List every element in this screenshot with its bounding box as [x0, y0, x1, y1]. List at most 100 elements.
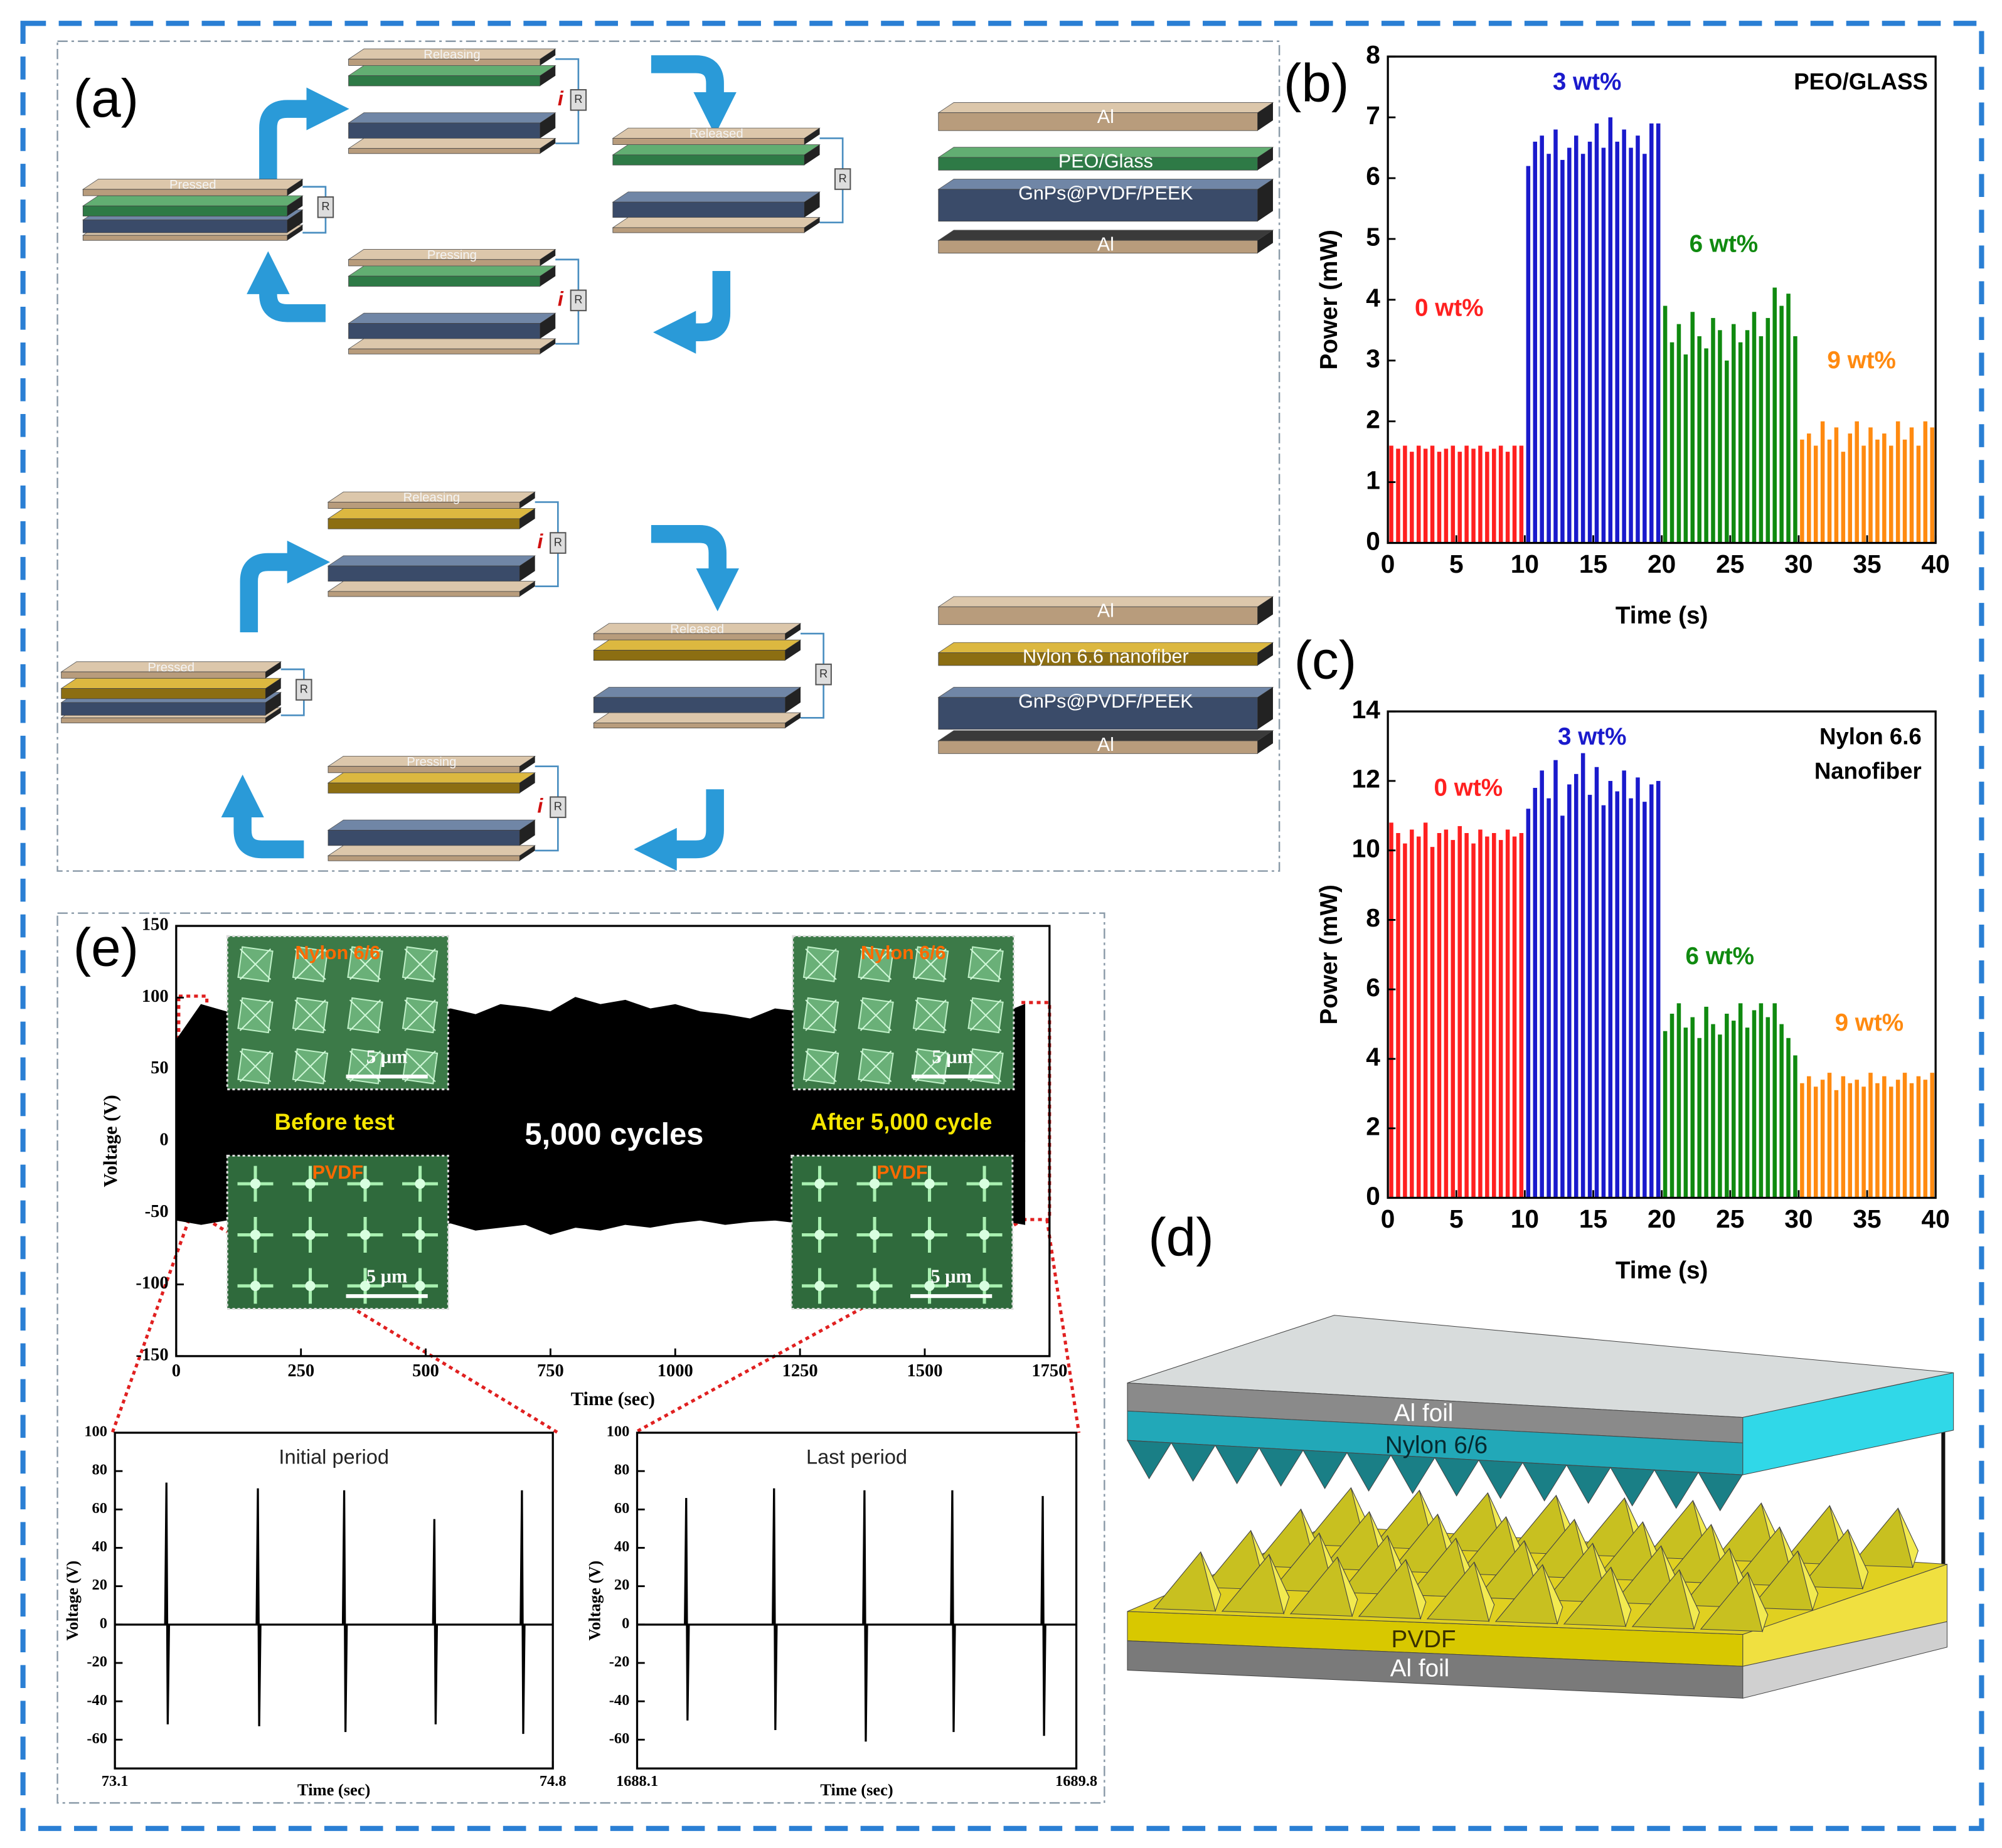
- plate-front: [612, 201, 805, 218]
- plate-side: [519, 845, 535, 861]
- resistor-label: R: [819, 667, 828, 680]
- bar: [1786, 1038, 1791, 1198]
- plate-front: [593, 650, 785, 661]
- resistor: [550, 796, 567, 819]
- y-tick-label: -60: [609, 1730, 630, 1747]
- x-tick-label: 0: [1381, 1204, 1395, 1233]
- pyramid-face: [1269, 1554, 1290, 1615]
- panel-label: (d): [1148, 1208, 1213, 1267]
- y-tick-label: 8: [1366, 903, 1380, 932]
- resistor: [296, 679, 312, 701]
- sem-image: [226, 1154, 449, 1310]
- step-label: Released: [690, 127, 743, 141]
- bar: [1615, 791, 1619, 1198]
- resistor-label: R: [839, 171, 847, 184]
- resistor-label: R: [574, 293, 582, 306]
- y-tick-label: 20: [614, 1576, 629, 1593]
- zoom-line: [1045, 1219, 1081, 1433]
- plate-side: [1257, 642, 1273, 666]
- bar: [1669, 1013, 1675, 1198]
- resistor-label: R: [574, 92, 582, 105]
- y-tick-label: 0: [1366, 1181, 1380, 1210]
- bar: [1430, 847, 1435, 1198]
- sem-feature: [869, 1280, 880, 1292]
- bar: [1629, 798, 1633, 1198]
- bar: [1834, 1090, 1839, 1198]
- plate-top: [612, 144, 821, 156]
- plate-front: [938, 112, 1258, 131]
- bar: [1485, 452, 1489, 543]
- sem-feature: [359, 1178, 371, 1189]
- scale-label: 5 μm: [366, 1266, 408, 1287]
- layer-label: Al: [1097, 233, 1114, 255]
- plate-top: [348, 65, 556, 77]
- annotation: Nylon 6.6: [1819, 724, 1922, 750]
- plate-side: [519, 820, 535, 846]
- bar: [1464, 445, 1469, 543]
- bar: [1848, 1083, 1853, 1198]
- bar: [1423, 449, 1428, 543]
- y-tick-label: 60: [92, 1500, 107, 1517]
- nylon-side: [1742, 1372, 1954, 1475]
- bar: [1759, 1003, 1764, 1198]
- sem-feature: [915, 999, 947, 1031]
- bar: [1916, 1076, 1921, 1198]
- plate-top: [612, 217, 821, 228]
- bar: [1711, 1024, 1715, 1198]
- plate-front: [593, 723, 785, 729]
- sem-feature: [860, 999, 892, 1031]
- bar: [1526, 809, 1531, 1198]
- sem-image: [791, 1154, 1014, 1310]
- x-tick-label: 1000: [658, 1361, 693, 1381]
- y-tick-label: 14: [1352, 695, 1381, 724]
- bar: [1752, 312, 1757, 543]
- scale-label: 5 μm: [366, 1046, 408, 1068]
- layer-label: Nylon 6/6: [1385, 1432, 1488, 1459]
- plate-side: [265, 692, 281, 716]
- pyramid-face: [1679, 1569, 1700, 1630]
- bar: [1526, 166, 1531, 543]
- bar: [1841, 452, 1846, 543]
- step-label: Pressing: [427, 248, 477, 262]
- series-label: 9 wt%: [1827, 347, 1896, 374]
- plate-side: [519, 581, 535, 597]
- plate-front: [82, 220, 288, 233]
- arrow: [240, 540, 331, 632]
- pyramid-face: [1847, 1529, 1868, 1590]
- inset-label: PVDF: [312, 1162, 363, 1183]
- bar: [1629, 147, 1633, 543]
- bar: [1779, 1024, 1784, 1198]
- sem-feature: [814, 1229, 825, 1240]
- tooth: [1522, 1462, 1567, 1502]
- plate-top: [327, 772, 536, 783]
- bar: [1389, 445, 1393, 543]
- bar: [1636, 135, 1640, 543]
- plate-side: [804, 191, 820, 218]
- bar: [1813, 1086, 1818, 1198]
- step-label: Pressed: [169, 178, 216, 192]
- sem-feature: [305, 1178, 316, 1189]
- bar: [1540, 135, 1544, 543]
- scale-label: 5 μm: [930, 1266, 972, 1287]
- sem-feature: [869, 1229, 880, 1240]
- plate-side: [1257, 102, 1273, 131]
- bar: [1807, 1076, 1811, 1198]
- bar: [1608, 117, 1613, 543]
- y-tick-label: 40: [92, 1538, 107, 1555]
- plate-side: [287, 195, 303, 216]
- x-tick-label: 73.1: [102, 1773, 129, 1790]
- y-tick-label: 0: [100, 1615, 107, 1632]
- plate-top: [592, 639, 802, 651]
- bar: [1519, 833, 1524, 1198]
- bar: [1779, 305, 1784, 543]
- sem-feature: [860, 1050, 892, 1083]
- y-tick-label: 0: [1366, 526, 1380, 555]
- plate-side: [804, 144, 820, 166]
- y-tick-label: 20: [92, 1576, 107, 1593]
- bar: [1697, 1038, 1701, 1198]
- plate-front: [61, 702, 266, 716]
- pyramid-face: [1611, 1567, 1632, 1628]
- tooth: [1478, 1460, 1523, 1499]
- plate-side: [1257, 147, 1273, 171]
